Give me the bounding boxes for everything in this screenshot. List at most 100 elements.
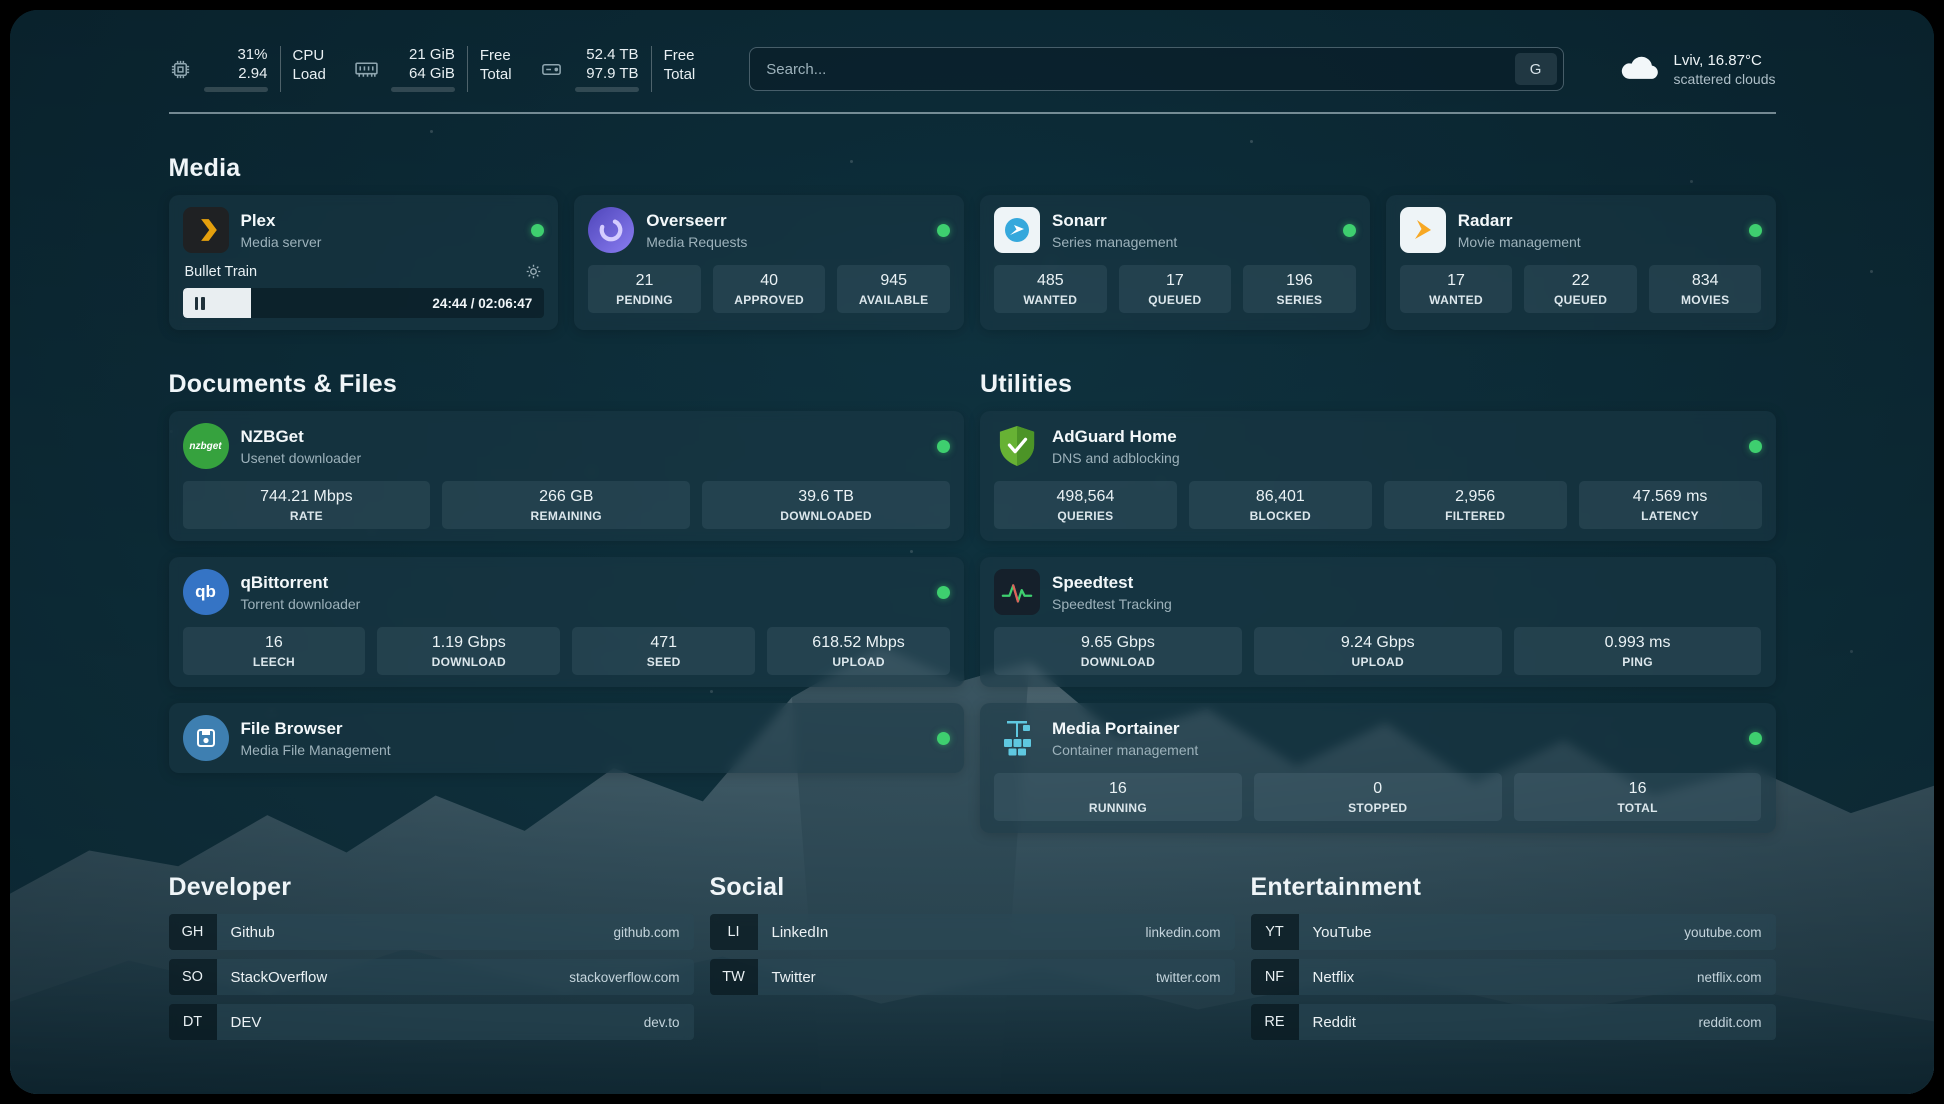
bookmark-dev[interactable]: DT DEV dev.to [168,1004,694,1040]
stat-blocked: 86,401 BLOCKED [1188,481,1372,529]
stat-value: 86,401 [1255,488,1305,505]
playback-progress-fill [182,288,252,318]
bookmark-stackoverflow[interactable]: SO StackOverflow stackoverflow.com [168,959,694,995]
bookmark-url: twitter.com [1155,969,1221,985]
bookmark-url: netflix.com [1696,969,1762,985]
card-subtitle: Usenet downloader [240,449,362,466]
stat-upload: 9.24 Gbps UPLOAD [1253,627,1502,675]
pause-icon[interactable] [194,296,205,310]
disk-widget: 52.4 TB 97.9 TB Free Total [540,46,695,92]
bookmark-linkedin[interactable]: LI LinkedIn linkedin.com [709,914,1235,950]
stat-label: LATENCY [1641,509,1699,523]
bookmark-abbr: GH [168,914,217,950]
stat-ping: 0.993 ms PING [1513,627,1762,675]
card-sonarr[interactable]: Sonarr Series management 485 WANTED 17 Q… [980,195,1370,330]
playback-time: 24:44 / 02:06:47 [432,295,533,311]
stat-label: TOTAL [1617,801,1658,815]
stat-label: PENDING [616,293,673,307]
adguard-icon [994,423,1040,469]
status-dot [937,585,950,599]
stat-label: FILTERED [1445,509,1506,523]
stat-value: 16 [1109,780,1127,797]
overseerr-icon [588,207,635,253]
cpu-widget: 31% 2.94 CPU Load [169,46,326,92]
disk-usage-bar [574,87,639,92]
stat-label: LEECH [252,655,296,669]
card-speedtest[interactable]: Speedtest Speedtest Tracking 9.65 Gbps D… [980,557,1776,687]
now-playing: Bullet Train 24:44 / 02:06:47 [182,261,545,318]
weather-location: Lviv, 16.87°C [1673,51,1762,69]
card-subtitle: DNS and adblocking [1052,449,1180,466]
stat-label: QUERIES [1057,509,1114,523]
stat-label: DOWNLOADED [780,509,872,523]
stat-value: 0.993 ms [1604,634,1671,651]
stat-value: 618.52 Mbps [812,634,905,651]
playback-progress-bar[interactable]: 24:44 / 02:06:47 [182,288,545,318]
bookmark-abbr: SO [168,959,217,995]
status-dot [1748,439,1762,453]
bookmark-abbr: NF [1250,959,1299,995]
stat-value: 744.21 Mbps [260,488,353,505]
card-portainer[interactable]: Media Portainer Container management 16 … [980,703,1776,833]
section-title-entertainment: Entertainment [1250,873,1422,901]
bookmark-reddit[interactable]: RE Reddit reddit.com [1250,1004,1776,1040]
status-dot [1748,223,1762,237]
bookmark-url: reddit.com [1698,1014,1762,1030]
bookmark-abbr: YT [1250,914,1299,950]
disk-free-label: Free [663,47,695,64]
stat-download: 9.65 Gbps DOWNLOAD [994,627,1242,675]
card-subtitle: Media server [240,233,322,250]
section-title-media: Media [168,154,241,182]
card-title: Plex [240,210,276,230]
top-bar: 31% 2.94 CPU Load 21 GiB 64 GiB [169,46,1776,92]
bookmark-url: dev.to [643,1014,680,1030]
card-title: AdGuard Home [1052,426,1177,446]
settings-gear-icon[interactable] [525,263,542,280]
stat-label: RATE [289,509,323,523]
stat-value: 9.24 Gbps [1340,634,1415,651]
memory-widget: 21 GiB 64 GiB Free Total [354,46,512,92]
card-plex[interactable]: Plex Media server Bullet Train [168,195,559,330]
status-dot [1748,731,1762,745]
stat-value: 39.6 TB [798,488,854,505]
dashboard-content: 31% 2.94 CPU Load 21 GiB 64 GiB [168,10,1776,1065]
search-provider-button[interactable]: G [1514,53,1557,85]
bookmark-abbr: LI [709,914,758,950]
cpu-chip-icon [169,58,192,81]
search-input[interactable] [766,60,1515,78]
card-radarr[interactable]: Radarr Movie management 17 WANTED 22 QUE… [1385,195,1776,330]
card-subtitle: Torrent downloader [240,595,361,612]
status-dot [531,223,545,237]
bookmark-url: youtube.com [1684,924,1762,940]
stat-download: 1.19 Gbps DOWNLOAD [377,627,561,675]
radarr-icon [1399,207,1446,253]
stat-label: UPLOAD [832,655,885,669]
memory-free-value: 21 GiB [409,46,455,63]
bookmark-netflix[interactable]: NF Netflix netflix.com [1250,959,1776,995]
stat-label: DOWNLOAD [1080,655,1156,669]
cpu-usage-bar [203,87,268,92]
memory-free-label: Free [479,47,511,64]
card-adguard[interactable]: AdGuard Home DNS and adblocking 498,564 … [980,411,1776,541]
bookmark-abbr: TW [709,959,758,995]
stat-value: 9.65 Gbps [1081,634,1155,651]
card-nzbget[interactable]: nzbget NZBGet Usenet downloader 744.21 M… [168,411,964,541]
disk-free-value: 52.4 TB [586,46,639,63]
stat-approved: 40 APPROVED [712,265,826,313]
bookmark-youtube[interactable]: YT YouTube youtube.com [1250,914,1776,950]
stat-label: UPLOAD [1351,655,1404,669]
stat-label: QUEUED [1554,293,1608,307]
bookmark-abbr: RE [1250,1004,1299,1040]
card-subtitle: Series management [1052,233,1178,250]
card-filebrowser[interactable]: File Browser Media File Management [168,703,964,773]
stat-label: MOVIES [1680,293,1730,307]
bookmark-twitter[interactable]: TW Twitter twitter.com [709,959,1235,995]
card-qbittorrent[interactable]: qb qBittorrent Torrent downloader 16 LEE… [168,557,964,687]
section-title-documents: Documents & Files [168,370,397,398]
card-title: Speedtest [1052,572,1134,592]
bookmark-abbr: DT [168,1004,217,1040]
stat-value: 485 [1036,272,1064,289]
card-overseerr[interactable]: Overseerr Media Requests 21 PENDING 40 A… [574,195,964,330]
stat-queued: 17 QUEUED [1118,265,1232,313]
bookmark-github[interactable]: GH Github github.com [168,914,694,950]
